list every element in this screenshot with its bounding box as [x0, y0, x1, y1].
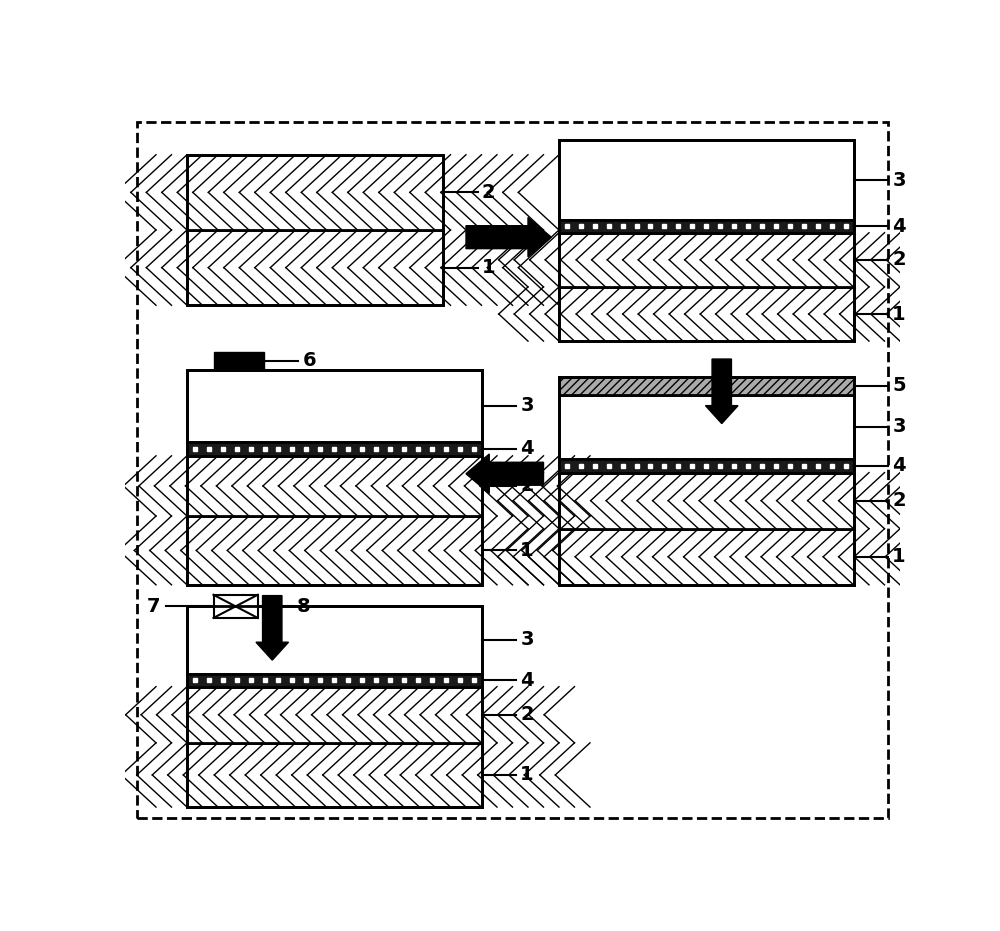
Bar [187, 370, 482, 585]
Text: 4: 4 [892, 217, 906, 236]
Bar [187, 687, 482, 743]
Bar [187, 674, 482, 687]
Text: 8: 8 [296, 597, 310, 616]
Text: 7: 7 [146, 597, 160, 616]
Bar [559, 141, 854, 220]
Bar [187, 606, 482, 674]
Text: 6: 6 [302, 351, 316, 371]
Bar [187, 155, 443, 305]
Bar [559, 377, 854, 585]
Bar [214, 595, 258, 618]
Text: 2: 2 [892, 492, 906, 510]
Bar [559, 233, 854, 287]
Text: 2: 2 [482, 182, 495, 202]
Text: 3: 3 [520, 630, 534, 650]
Text: 1: 1 [520, 541, 534, 560]
Bar [559, 287, 854, 341]
Text: 3: 3 [892, 170, 906, 190]
Bar [187, 370, 482, 442]
Bar [214, 352, 264, 370]
Bar [559, 395, 854, 459]
Text: 2: 2 [520, 477, 534, 495]
Bar [559, 377, 854, 395]
Text: 5: 5 [892, 376, 906, 396]
Bar [187, 230, 443, 305]
Text: 1: 1 [892, 304, 906, 323]
Bar [187, 442, 482, 456]
Bar [559, 459, 854, 473]
Bar [187, 606, 482, 807]
Bar [187, 155, 443, 230]
Text: 1: 1 [892, 547, 906, 566]
Bar [559, 473, 854, 529]
FancyArrow shape [705, 359, 738, 424]
Text: 1: 1 [482, 258, 495, 277]
Text: 4: 4 [520, 670, 534, 690]
Bar [559, 529, 854, 585]
Text: 2: 2 [892, 250, 906, 269]
Text: 4: 4 [892, 456, 906, 476]
Bar [187, 516, 482, 585]
Bar [187, 743, 482, 807]
Text: 1: 1 [520, 765, 534, 785]
FancyArrow shape [256, 596, 289, 660]
Bar [559, 220, 854, 233]
Text: 2: 2 [520, 706, 534, 724]
Text: 3: 3 [892, 417, 906, 437]
Text: 4: 4 [520, 439, 534, 458]
FancyArrow shape [466, 454, 544, 493]
Bar [559, 141, 854, 341]
Text: 3: 3 [520, 397, 534, 415]
Bar [187, 456, 482, 516]
FancyArrow shape [466, 218, 551, 257]
